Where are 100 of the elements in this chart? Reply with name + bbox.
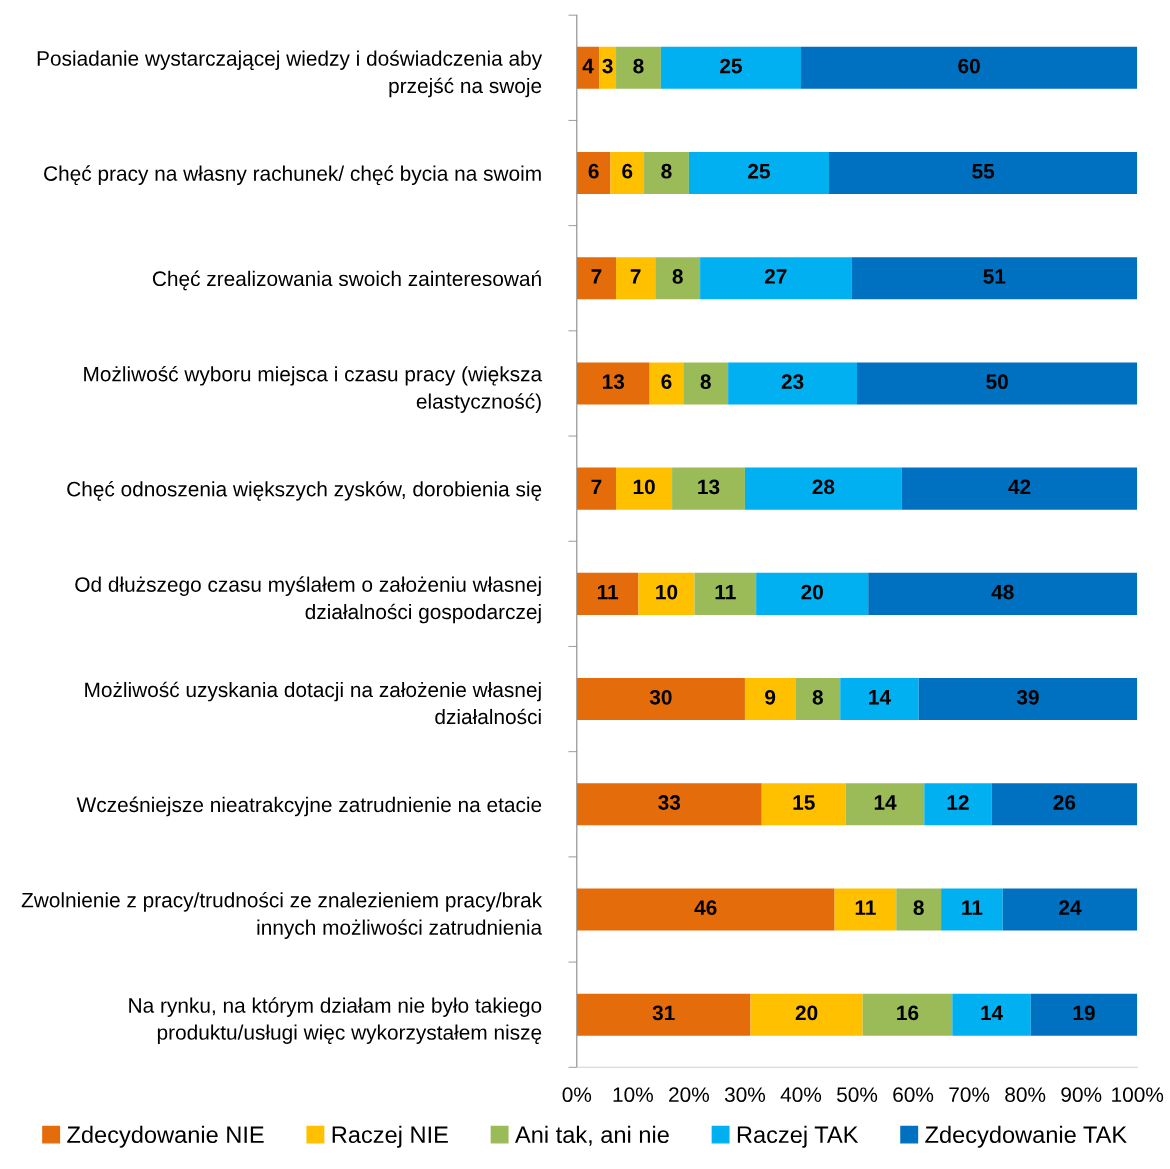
bar bbox=[610, 151, 645, 195]
bar bbox=[576, 993, 751, 1036]
data-label: 46 bbox=[694, 900, 717, 916]
data-label: 14 bbox=[869, 690, 891, 705]
bar bbox=[952, 993, 1031, 1036]
data-label: 12 bbox=[947, 795, 969, 810]
bar bbox=[1030, 993, 1138, 1036]
bar bbox=[660, 46, 801, 89]
bar bbox=[576, 467, 617, 510]
data-label: 16 bbox=[897, 1005, 919, 1021]
bar bbox=[744, 467, 902, 510]
bar bbox=[694, 572, 757, 615]
x-tick-label: 10% bbox=[613, 1087, 653, 1103]
x-tick-label: 20% bbox=[669, 1087, 709, 1103]
data-label: 8 bbox=[633, 58, 644, 74]
data-label: 27 bbox=[764, 269, 787, 284]
data-label: 14 bbox=[981, 1005, 1003, 1021]
bar bbox=[840, 678, 919, 721]
data-label: 24 bbox=[1059, 900, 1082, 915]
y-tick-label: Chęć zrealizowania swoich zainteresowań bbox=[152, 270, 541, 291]
data-label: 25 bbox=[720, 58, 742, 74]
data-label: 8 bbox=[700, 374, 711, 390]
bar bbox=[851, 257, 1138, 300]
bar bbox=[644, 151, 689, 195]
legend-label: Raczej TAK bbox=[737, 1125, 859, 1148]
bar bbox=[845, 783, 925, 826]
data-label: 13 bbox=[602, 374, 625, 390]
bar bbox=[576, 572, 639, 615]
bar bbox=[800, 46, 1138, 89]
data-label: 50 bbox=[986, 374, 1008, 390]
bar bbox=[576, 678, 745, 721]
data-label: 6 bbox=[622, 163, 633, 179]
y-tick-label: Możliwość wyboru miejsca i czasu pracy (większa elastyczność) bbox=[84, 365, 543, 413]
bar bbox=[688, 151, 829, 195]
x-tick-label: 60% bbox=[893, 1087, 934, 1103]
data-label: 11 bbox=[715, 584, 736, 600]
bar bbox=[868, 572, 1138, 615]
y-tick-label: Posiadanie wystarczającej wiedzy i doświadczenia aby przejść na swoje bbox=[37, 50, 543, 98]
bar bbox=[576, 783, 762, 826]
data-label: 11 bbox=[597, 584, 619, 600]
bar bbox=[761, 783, 846, 826]
data-label: 8 bbox=[661, 163, 672, 179]
data-label: 28 bbox=[812, 479, 835, 495]
data-label: 55 bbox=[972, 164, 995, 179]
legend-label: Zdecydowanie NIE bbox=[67, 1125, 264, 1148]
bar bbox=[744, 678, 796, 721]
bar bbox=[655, 257, 701, 300]
data-label: 25 bbox=[748, 163, 770, 179]
data-label: 39 bbox=[1016, 689, 1039, 705]
data-label: 20 bbox=[801, 584, 823, 600]
x-tick-label: 100% bbox=[1112, 1087, 1164, 1103]
data-label: 33 bbox=[658, 795, 681, 810]
x-tick-label: 50% bbox=[837, 1087, 878, 1103]
bar bbox=[924, 783, 992, 826]
y-tick-label: Na rynku, na którym działam nie było takiego produktu/usługi więc wykorzystałem niszę bbox=[129, 997, 542, 1044]
data-label: 48 bbox=[991, 584, 1014, 600]
bar bbox=[991, 783, 1138, 826]
data-label: 14 bbox=[874, 795, 897, 810]
data-label: 8 bbox=[812, 689, 823, 705]
y-tick-label: Możliwość uzyskania dotacji na założenie własnej działalności bbox=[85, 681, 541, 725]
bar bbox=[756, 572, 869, 615]
bar bbox=[683, 362, 729, 405]
bar bbox=[616, 257, 656, 300]
bar bbox=[576, 46, 600, 89]
x-tick-label: 80% bbox=[1005, 1087, 1046, 1103]
bar bbox=[576, 888, 835, 931]
data-label: 30 bbox=[649, 689, 672, 705]
bar bbox=[901, 467, 1138, 510]
data-label: 31 bbox=[652, 1005, 675, 1021]
legend-label: Raczej NIE bbox=[332, 1125, 448, 1148]
bar bbox=[829, 151, 1138, 195]
bar bbox=[672, 467, 745, 510]
data-label: 60 bbox=[958, 58, 980, 74]
data-label: 11 bbox=[962, 900, 983, 915]
bar bbox=[795, 678, 841, 721]
data-label: 8 bbox=[913, 900, 924, 916]
data-label: 7 bbox=[591, 269, 602, 284]
bar bbox=[750, 993, 863, 1036]
bar bbox=[616, 46, 661, 89]
data-label: 10 bbox=[656, 584, 678, 600]
bar bbox=[576, 151, 611, 195]
bar bbox=[728, 362, 858, 405]
bar bbox=[918, 678, 1138, 721]
data-label: 10 bbox=[633, 479, 655, 495]
data-label: 9 bbox=[765, 689, 776, 705]
bar bbox=[862, 993, 953, 1036]
bar bbox=[576, 362, 650, 405]
bar bbox=[576, 257, 617, 300]
legend-label: Ani tak, ani nie bbox=[515, 1125, 669, 1146]
data-label: 6 bbox=[588, 163, 599, 179]
y-tick-label: Od dłuższego czasu myślałem o założeniu własnej działalności gospodarczej bbox=[75, 576, 541, 624]
data-label: 26 bbox=[1053, 795, 1076, 810]
data-label: 7 bbox=[591, 479, 602, 495]
legend-label: Zdecydowanie TAK bbox=[925, 1125, 1127, 1148]
data-label: 7 bbox=[630, 269, 641, 284]
x-tick-label: 40% bbox=[780, 1087, 822, 1103]
x-tick-label: 30% bbox=[724, 1087, 766, 1103]
data-label: 42 bbox=[1008, 479, 1031, 495]
data-label: 19 bbox=[1073, 1005, 1095, 1021]
bar bbox=[700, 257, 852, 300]
